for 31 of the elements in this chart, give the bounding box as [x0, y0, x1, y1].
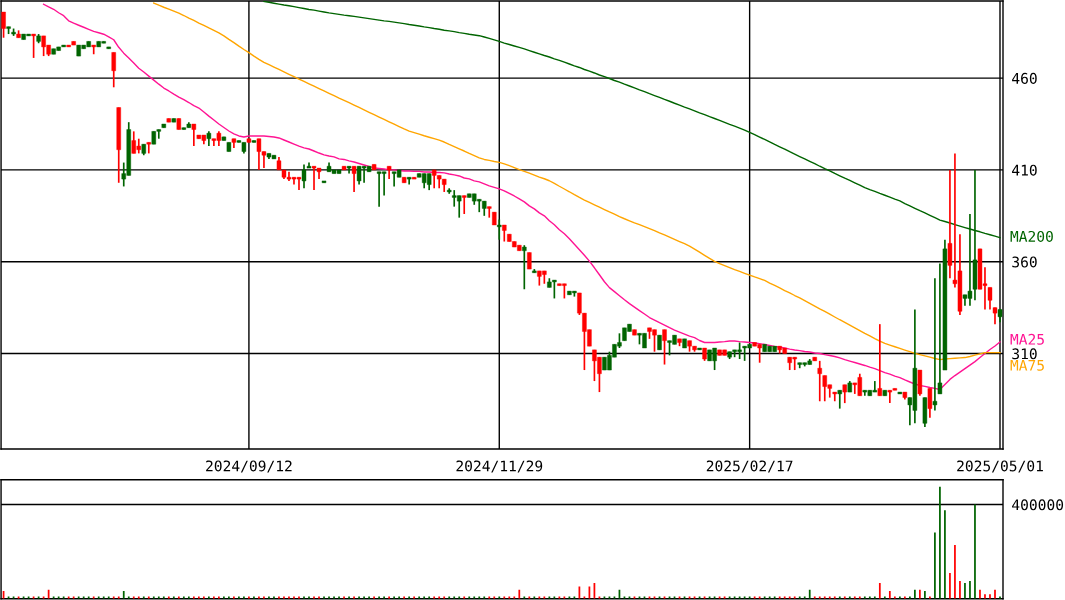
y-tick-label: 360: [1012, 256, 1037, 268]
candlestick: [887, 389, 893, 404]
candlestick: [356, 165, 362, 186]
candlestick: [837, 389, 842, 410]
candlestick: [497, 218, 502, 241]
y-tick-label: 400000: [1012, 499, 1064, 511]
x-tick-label: 2025/05/01: [957, 460, 1043, 473]
x-tick-label: 2025/02/17: [706, 460, 793, 473]
candlestick: [487, 205, 492, 219]
candlestick: [522, 244, 527, 291]
candlestick: [462, 194, 467, 215]
candlestick: [1, 11, 6, 39]
candlestick: [111, 51, 116, 89]
candlestick: [917, 369, 923, 397]
x-tick-label: 2024/11/29: [456, 460, 543, 473]
candlestick: [301, 163, 307, 190]
candlestick: [662, 328, 667, 366]
candlestick: [31, 33, 36, 59]
candlestick: [191, 123, 197, 147]
y-tick-label: 460: [1012, 72, 1037, 84]
y-tick-label: 310: [1012, 348, 1037, 360]
candlestick: [842, 383, 847, 404]
candlestick: [927, 387, 933, 419]
series-label: MA200: [1010, 230, 1053, 242]
candlestick: [877, 323, 883, 397]
series-label: MA25: [1010, 333, 1044, 345]
line-series: [153, 2, 1001, 361]
series-label: MA75: [1010, 359, 1044, 371]
x-tick-label: 2024/09/12: [206, 460, 292, 473]
candlestick: [351, 165, 357, 193]
y-tick-label: 410: [1012, 164, 1037, 176]
